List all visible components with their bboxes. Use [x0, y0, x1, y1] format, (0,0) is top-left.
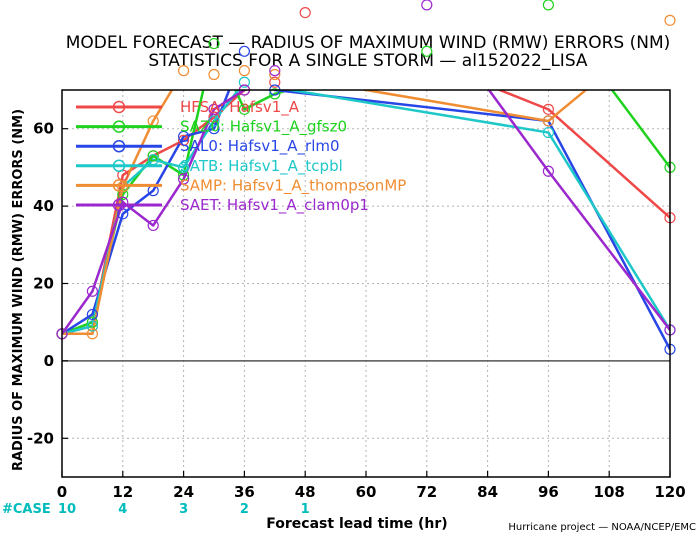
data-point — [208, 37, 220, 50]
series-line — [62, 90, 670, 335]
case-count: 2 — [240, 502, 249, 517]
x-tick-label: 36 — [234, 483, 255, 501]
data-point — [147, 219, 159, 232]
x-tick-label: 96 — [538, 483, 559, 501]
data-point — [86, 308, 99, 321]
case-counts: #CASE 10 4 3 2 1 — [2, 502, 310, 517]
legend-entry: HFSA: Hafsv1_A — [180, 98, 300, 117]
data-point — [178, 173, 190, 185]
case-count: 3 — [179, 502, 188, 517]
chart-title-line2: STATISTICS FOR A SINGLE STORM — al152022… — [148, 51, 588, 71]
x-tick-label: 120 — [654, 483, 685, 501]
x-axis-ticks: 0 12 24 36 48 60 72 84 96 108 120 — [57, 471, 686, 501]
data-point — [542, 115, 555, 127]
data-point — [664, 14, 676, 26]
y-tick-label: 60 — [33, 120, 54, 138]
data-point — [117, 196, 129, 208]
data-point — [178, 65, 190, 77]
y-tick-label: 40 — [33, 197, 54, 215]
legend-entry: SAZ0: Hafsv1_A_gfsz0 — [180, 118, 347, 137]
data-point — [86, 285, 99, 297]
x-tick-label: 12 — [112, 483, 133, 501]
data-point — [178, 169, 190, 181]
data-point — [269, 76, 281, 88]
x-tick-label: 60 — [356, 483, 377, 501]
legend-marker — [112, 179, 126, 192]
case-count: 4 — [118, 502, 127, 517]
data-point — [208, 68, 220, 81]
data-point — [208, 111, 220, 123]
data-point — [208, 123, 220, 135]
data-point — [238, 45, 250, 57]
y-tick-label: -20 — [27, 429, 54, 447]
case-count: 10 — [58, 502, 76, 517]
x-tick-label: 48 — [295, 483, 316, 501]
credit-text: Hurricane project — NOAA/NCEP/EMC — [508, 522, 696, 533]
x-tick-label: 108 — [594, 483, 625, 501]
legend-marker — [112, 120, 126, 133]
legend-entry: SAL0: Hafsv1_A_rlm0 — [180, 137, 340, 156]
chart-title-line1: MODEL FORECAST — RADIUS OF MAXIMUM WIND … — [66, 33, 671, 53]
data-point — [208, 115, 220, 127]
data-point — [421, 0, 433, 11]
data-point — [269, 68, 281, 81]
legend-marker — [112, 139, 126, 153]
data-point — [542, 103, 555, 115]
data-point — [147, 150, 159, 162]
case-count: 1 — [301, 502, 310, 517]
data-point — [86, 316, 99, 328]
legend-marker — [112, 100, 126, 114]
data-point — [421, 45, 433, 57]
data-point — [238, 103, 250, 115]
data-point — [86, 320, 99, 332]
y-axis-ticks: -20 0 20 40 60 — [27, 120, 68, 447]
data-point — [178, 130, 190, 143]
y-tick-label: 0 — [44, 352, 54, 370]
x-axis-label: Forecast lead time (hr) — [266, 516, 447, 532]
y-axis-label: RADIUS OF MAXIMUM WIND (RMW) ERRORS (NM) — [11, 109, 26, 471]
x-tick-label: 24 — [173, 483, 194, 501]
x-tick-label: 84 — [477, 483, 498, 501]
data-point — [238, 65, 250, 77]
grid-lines — [62, 90, 670, 477]
case-label: #CASE — [2, 502, 51, 517]
data-point — [269, 65, 281, 77]
data-point — [542, 0, 554, 11]
series-line — [62, 90, 670, 336]
series-lines — [62, 90, 670, 350]
data-point — [269, 88, 281, 100]
x-tick-label: 0 — [57, 483, 67, 501]
legend-entry: SAMP: Hafsv1_A_thompsonMP — [180, 176, 406, 195]
legend-marker — [112, 198, 126, 212]
y-tick-label: 20 — [33, 275, 54, 293]
x-tick-label: 72 — [416, 483, 437, 501]
legend-entry: SAET: Hafsv1_A_clam0p1 — [180, 196, 369, 215]
data-point — [542, 126, 555, 139]
data-point — [238, 76, 250, 88]
data-point — [178, 161, 190, 173]
legend-marker — [112, 159, 126, 173]
series-line — [62, 90, 588, 336]
data-point — [86, 328, 99, 340]
data-point — [208, 103, 220, 115]
data-point — [178, 134, 190, 146]
data-point — [542, 165, 555, 177]
data-point — [299, 7, 311, 19]
legend-entry: SATB: Hafsv1_A_tcpbl — [180, 157, 343, 176]
